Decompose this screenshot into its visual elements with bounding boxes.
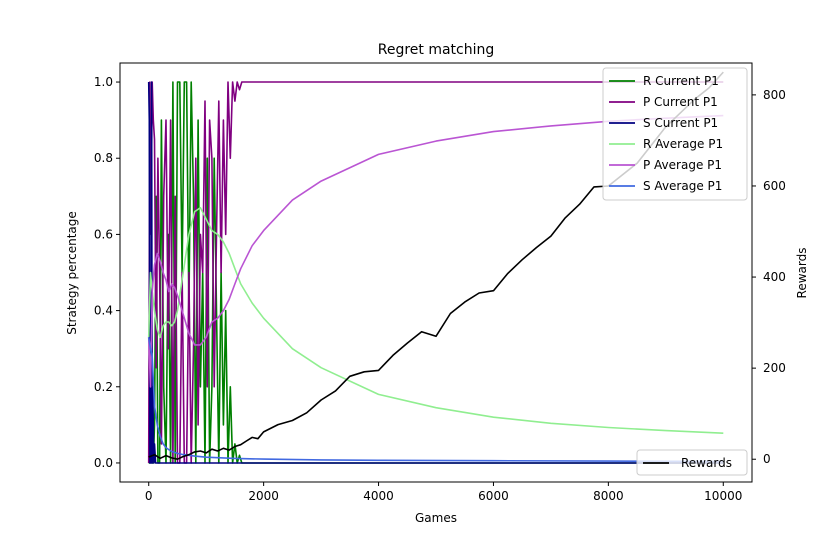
y-right-tick-label-1: 200 — [763, 361, 786, 375]
y-left-tick-label-0: 0.0 — [94, 456, 113, 470]
y-right-tick-label-2: 400 — [763, 270, 786, 284]
axes: 0 2000 4000 6000 8000 100000.00.20.40.60.81.0… — [94, 62, 786, 503]
legend-box-left-axis — [602, 67, 748, 201]
y-right-tick-label-4: 800 — [763, 88, 786, 102]
series-line-6 — [148, 71, 724, 460]
legend-box-right-axis — [636, 449, 748, 476]
x-tick-label-4: 8000 — [593, 489, 624, 503]
y-left-tick-label-4: 0.8 — [94, 151, 113, 165]
axes-frame — [119, 62, 753, 483]
legend-label-1: P Current P1 — [643, 95, 718, 109]
x-tick-label-3: 6000 — [478, 489, 509, 503]
legend-label-3: R Average P1 — [643, 137, 723, 151]
x-axis-label: Games — [415, 511, 457, 525]
legend-label-4: P Average P1 — [643, 158, 722, 172]
chart-title: Regret matching — [378, 42, 495, 58]
y-left-tick-label-2: 0.4 — [94, 304, 113, 318]
legend-label-2: S Current P1 — [643, 116, 718, 130]
series-line-3 — [147, 206, 724, 434]
y-right-tick-label-3: 600 — [763, 179, 786, 193]
legend-label-rewards: Rewards — [681, 456, 732, 470]
series-line-1 — [147, 81, 724, 464]
x-tick-label-5: 10000 — [704, 489, 742, 503]
x-tick-label-2: 4000 — [363, 489, 394, 503]
y-left-tick-label-1: 0.2 — [94, 380, 113, 394]
legend-label-0: R Current P1 — [643, 74, 719, 88]
legends: R Current P1 P Current P1 S Current P1 R Av… — [602, 67, 748, 476]
series-line-2 — [147, 81, 724, 464]
series-line-5 — [147, 337, 724, 463]
x-tick-label-1: 2000 — [248, 489, 279, 503]
plot-area — [147, 71, 724, 464]
x-tick-label-0: 0 — [145, 489, 153, 503]
y-left-tick-label-5: 1.0 — [94, 75, 113, 89]
y-axis-label-left: Strategy percentage — [65, 211, 79, 335]
y-axis-label-right: Rewards — [795, 248, 809, 299]
y-left-tick-label-3: 0.6 — [94, 227, 113, 241]
legend-label-5: S Average P1 — [643, 179, 722, 193]
y-right-tick-label-0: 0 — [763, 452, 771, 466]
series-line-4 — [147, 114, 724, 388]
